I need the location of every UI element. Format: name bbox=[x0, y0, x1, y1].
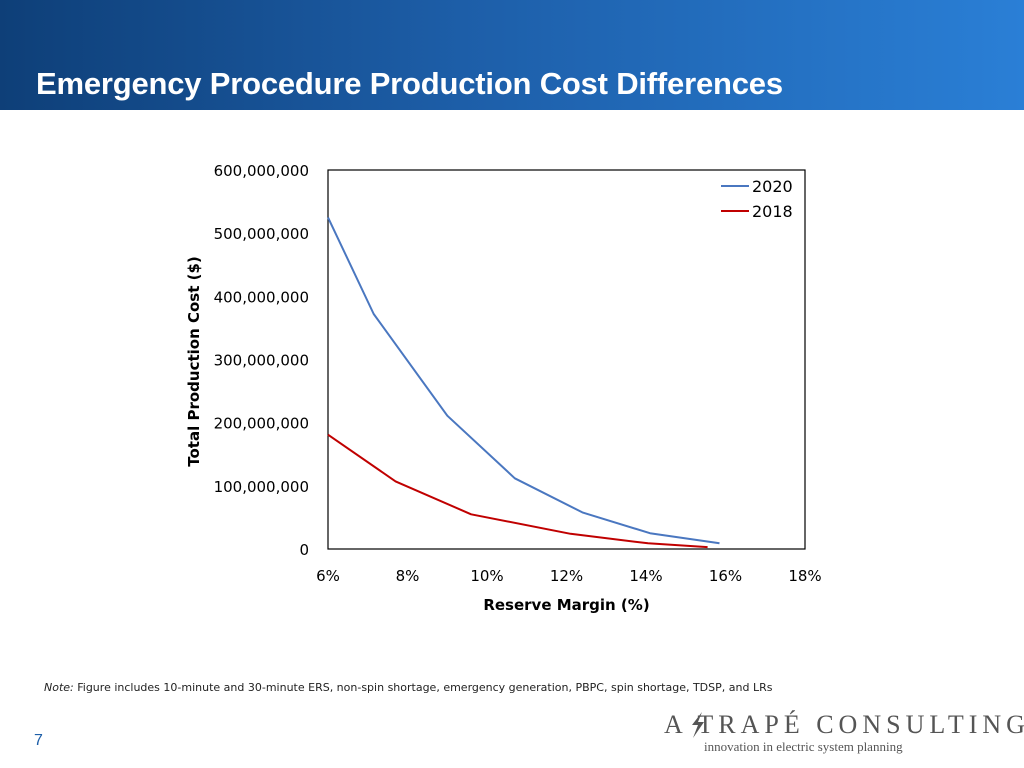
figure-note: Note: Figure includes 10-minute and 30-m… bbox=[44, 681, 772, 694]
logo-wordmark: A TRAPÉ CONSULTING bbox=[664, 710, 1024, 739]
slide-number: 7 bbox=[34, 732, 43, 749]
legend-label-2020: 2020 bbox=[752, 177, 793, 196]
x-tick-label: 18% bbox=[788, 567, 821, 585]
note-text: Figure includes 10-minute and 30-minute … bbox=[73, 681, 773, 694]
x-tick-label: 16% bbox=[709, 567, 742, 585]
logo-tagline: innovation in electric system planning bbox=[704, 739, 903, 754]
y-tick-label: 300,000,000 bbox=[214, 352, 309, 370]
note-label: Note: bbox=[44, 681, 74, 694]
x-tick-label: 12% bbox=[550, 567, 583, 585]
y-tick-label: 400,000,000 bbox=[214, 288, 309, 306]
x-tick-label: 6% bbox=[316, 567, 340, 585]
production-cost-chart: 0 100,000,000 200,000,000 300,000,000 400,00… bbox=[185, 162, 822, 614]
y-tick-label: 600,000,000 bbox=[214, 162, 309, 180]
x-axis-label: Reserve Margin (%) bbox=[483, 596, 649, 614]
series-line-2018 bbox=[327, 433, 708, 549]
y-tick-label: 200,000,000 bbox=[214, 415, 309, 433]
y-tick-label: 500,000,000 bbox=[214, 225, 309, 243]
plot-area-frame bbox=[327, 169, 806, 550]
x-axis-ticks: 6% 8% 10% 12% 14% 16% 18% bbox=[316, 567, 822, 585]
y-axis-label: Total Production Cost ($) bbox=[185, 256, 203, 467]
x-tick-label: 8% bbox=[396, 567, 420, 585]
x-tick-label: 10% bbox=[470, 567, 503, 585]
series-line-2020 bbox=[327, 216, 720, 545]
slide-title: Emergency Procedure Production Cost Diff… bbox=[36, 66, 783, 101]
legend: 2020 2018 bbox=[721, 177, 793, 221]
y-axis-ticks: 0 100,000,000 200,000,000 300,000,000 400,00… bbox=[214, 162, 309, 559]
title-banner: Emergency Procedure Production Cost Diff… bbox=[0, 0, 1024, 110]
x-tick-label: 14% bbox=[629, 567, 662, 585]
series-lines bbox=[327, 216, 720, 549]
legend-label-2018: 2018 bbox=[752, 202, 793, 221]
logo-bolt-icon bbox=[692, 712, 704, 738]
y-tick-label: 100,000,000 bbox=[214, 478, 309, 496]
y-tick-label: 0 bbox=[299, 541, 309, 559]
astrape-logo: A TRAPÉ CONSULTING innovation in electri… bbox=[664, 710, 1024, 758]
